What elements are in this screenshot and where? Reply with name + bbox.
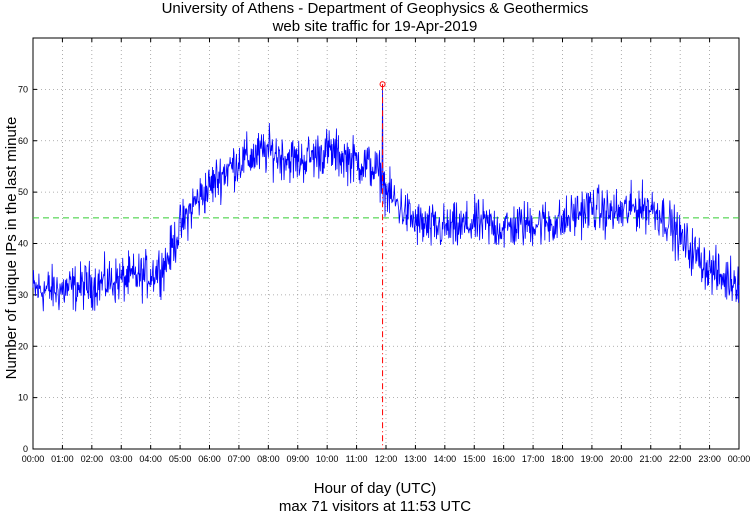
x-tick-label: 10:00 — [316, 454, 339, 464]
y-tick-label: 50 — [18, 187, 28, 197]
grid-lines — [33, 38, 739, 449]
x-tick-label: 05:00 — [169, 454, 192, 464]
x-tick-label: 00:00 — [22, 454, 45, 464]
x-tick-label: 08:00 — [257, 454, 280, 464]
x-tick-label: 17:00 — [522, 454, 545, 464]
y-tick-label: 60 — [18, 136, 28, 146]
x-tick-label: 03:00 — [110, 454, 133, 464]
x-tick-label: 09:00 — [286, 454, 309, 464]
y-axis-ticks: 0 10 20 30 40 50 60 70 — [18, 84, 739, 454]
x-tick-label: 06:00 — [198, 454, 221, 464]
x-tick-label: 12:00 — [375, 454, 398, 464]
y-tick-label: 10 — [18, 393, 28, 403]
x-tick-label: 18:00 — [551, 454, 574, 464]
x-tick-label: 16:00 — [492, 454, 515, 464]
y-tick-label: 0 — [23, 444, 28, 454]
max-visitors-note: max 71 visitors at 11:53 UTC — [278, 498, 472, 515]
chart-subtitle: web site traffic for 19-Apr-2019 — [272, 18, 478, 35]
x-tick-label: 20:00 — [610, 454, 633, 464]
chart-title-block: University of Athens - Department of Geo… — [0, 0, 750, 36]
x-tick-label: 19:00 — [581, 454, 604, 464]
x-tick-label: 23:00 — [698, 454, 721, 464]
series-line — [32, 84, 740, 312]
x-tick-label: 14:00 — [434, 454, 457, 464]
x-axis-ticks: 00:00 01:00 02:00 03:00 04:00 05:00 06:00 07:00… — [22, 38, 750, 464]
x-tick-label: 22:00 — [669, 454, 692, 464]
chart-title: University of Athens - Department of Geo… — [161, 0, 589, 17]
y-tick-label: 70 — [18, 84, 28, 94]
x-tick-label: 21:00 — [639, 454, 662, 464]
x-tick-label: 15:00 — [463, 454, 486, 464]
x-tick-label: 13:00 — [404, 454, 427, 464]
x-tick-label: 11:00 — [346, 454, 368, 464]
x-tick-label: 04:00 — [139, 454, 162, 464]
x-tick-label: 07:00 — [228, 454, 251, 464]
y-tick-label: 40 — [18, 239, 28, 249]
x-tick-label: 01:00 — [51, 454, 74, 464]
x-tick-label: 02:00 — [81, 454, 104, 464]
y-tick-label: 20 — [18, 341, 28, 351]
x-axis-label: Hour of day (UTC) — [313, 480, 437, 497]
y-tick-label: 30 — [18, 290, 28, 300]
max-marker-point — [379, 81, 386, 88]
y-axis-label: Number of unique IPs in the last minute — [3, 116, 20, 380]
x-axis-label-block: Hour of day (UTC) max 71 visitors at 11:… — [0, 480, 750, 516]
x-tick-label: 00:00 — [728, 454, 750, 464]
